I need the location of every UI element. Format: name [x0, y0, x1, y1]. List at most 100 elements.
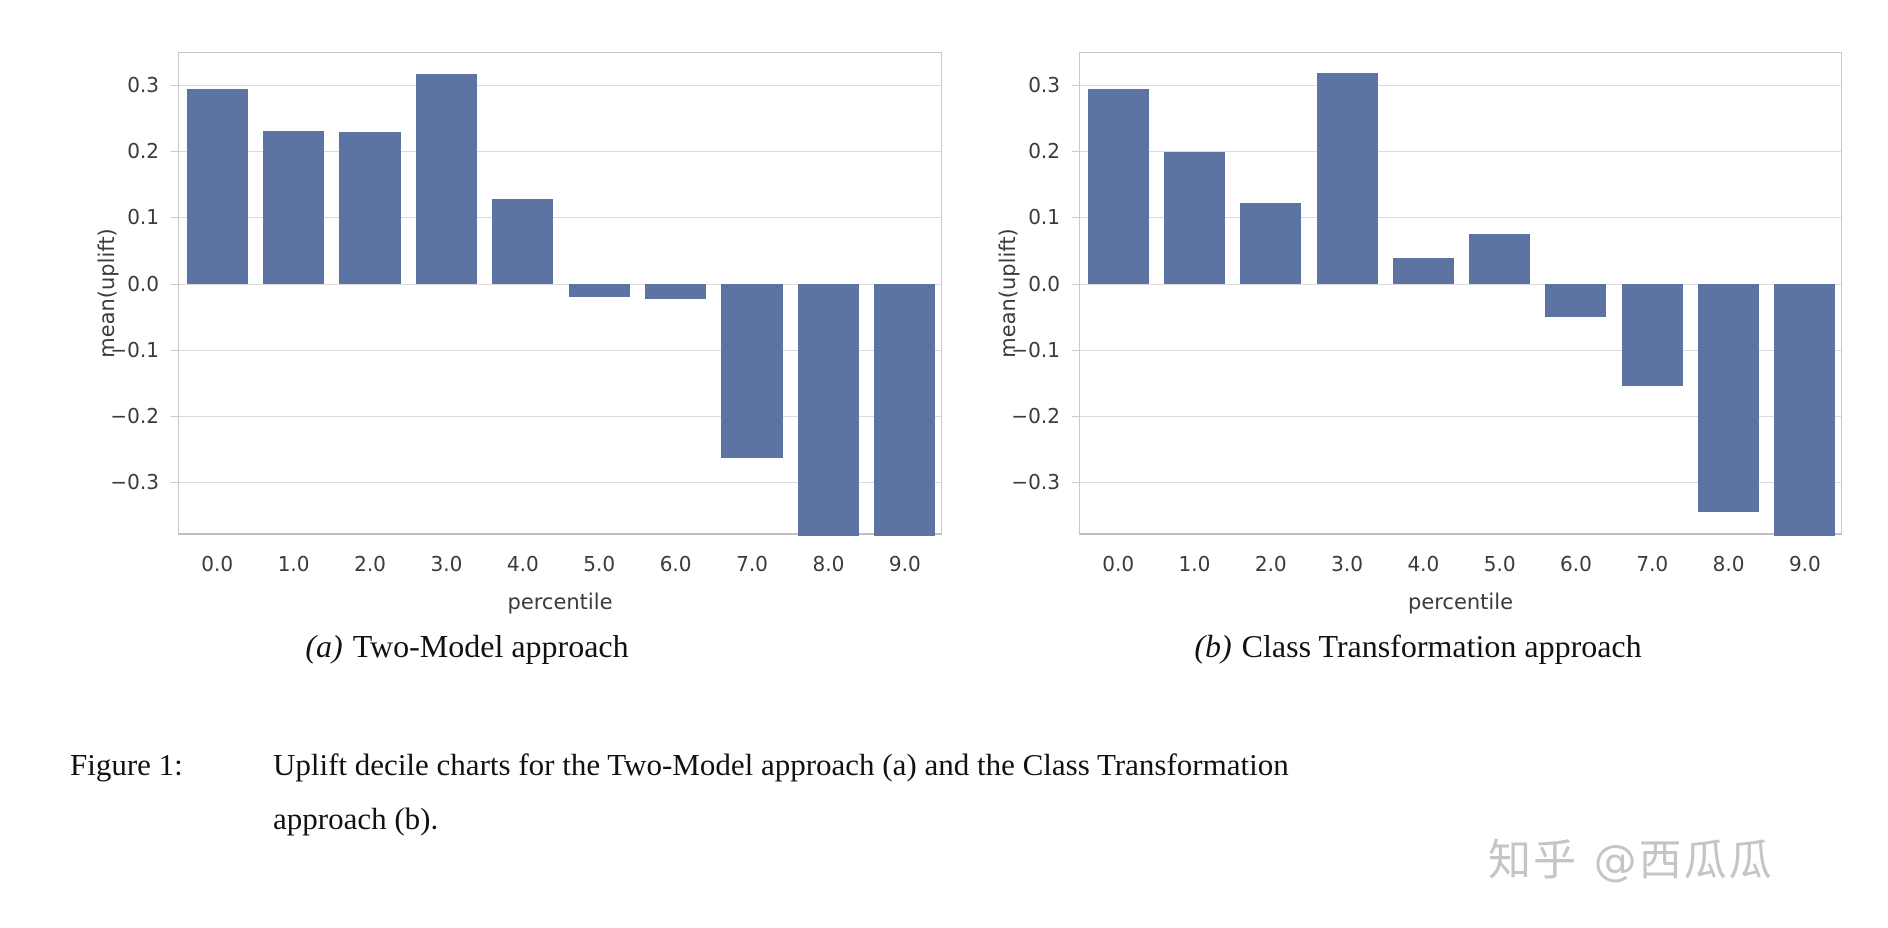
chart-plot-b: 0.3 0.2 0.1 0.0 −0.1 −0.2 −0.3 0.0 1.0 2.0 3.0 4.0 5… [996, 52, 1842, 614]
y-tickmark [171, 283, 178, 285]
y-tick-label: 0.1 [1028, 205, 1060, 230]
gridline [179, 349, 941, 351]
y-tickmark [1072, 482, 1079, 484]
bar-a-7.0 [721, 283, 783, 459]
bar-a-2.0 [339, 131, 401, 284]
x-tick-label: 3.0 [1331, 552, 1363, 576]
gridline [1080, 151, 1841, 153]
y-tick-label: 0.0 [1028, 271, 1060, 296]
figure-caption-line-1: Uplift decile charts for the Two-Model a… [273, 747, 1289, 782]
figure-caption-label: Figure 1: [70, 747, 183, 782]
y-axis-label: mean(uplift) [996, 228, 1020, 358]
subcaption-a: (a) Two-Model approach [117, 628, 817, 665]
bar-a-8.0 [797, 283, 859, 536]
y-tick-label: −0.2 [110, 404, 159, 429]
subcaption-b-index: (b) [1194, 628, 1232, 664]
x-tick-label: 5.0 [1483, 552, 1516, 576]
subcaption-b-label: Class Transformation approach [1241, 628, 1642, 664]
subcaption-b: (b) Class Transformation approach [1068, 628, 1768, 665]
gridline [179, 416, 941, 418]
y-tickmark [171, 349, 178, 351]
y-tick-label: −0.3 [110, 470, 159, 495]
y-tickmark [171, 217, 178, 219]
y-axis-label: mean(uplift) [95, 228, 119, 358]
x-tick-label: 8.0 [812, 552, 845, 576]
gridline [1080, 217, 1841, 219]
bar-a-3.0 [415, 74, 477, 284]
bar-b-0.0 [1087, 88, 1149, 284]
x-tick-label: 6.0 [659, 552, 692, 576]
x-tick-label: 4.0 [506, 552, 539, 576]
bar-b-2.0 [1240, 202, 1302, 284]
x-tick-label: 8.0 [1712, 552, 1745, 576]
subcaption-a-label: Two-Model approach [352, 628, 629, 664]
x-tick-label: 3.0 [430, 552, 463, 576]
bar-b-6.0 [1545, 283, 1607, 318]
gridline [179, 84, 941, 86]
y-tick-label: −0.2 [1011, 404, 1060, 429]
y-tick-label: 0.3 [127, 72, 159, 97]
bar-b-8.0 [1698, 283, 1760, 513]
bar-a-5.0 [568, 283, 630, 297]
y-tickmark [1072, 349, 1079, 351]
gridline [179, 482, 941, 484]
bar-b-3.0 [1316, 72, 1378, 284]
bar-a-6.0 [645, 283, 707, 300]
y-tick-label: −0.1 [110, 337, 159, 362]
x-tick-label: 2.0 [1254, 552, 1287, 576]
y-tickmark [1072, 84, 1079, 86]
y-tick-label: 0.3 [1028, 72, 1060, 97]
subcaption-a-index: (a) [305, 628, 343, 664]
y-tick-label: −0.3 [1011, 470, 1060, 495]
x-tick-label: 7.0 [736, 552, 768, 576]
x-axis-label: percentile [1407, 590, 1514, 614]
y-tickmark [1072, 217, 1079, 219]
y-tick-label: −0.1 [1011, 337, 1060, 362]
y-tickmark [171, 84, 178, 86]
y-tickmark [171, 151, 178, 153]
y-tickmark [1072, 416, 1079, 418]
bar-b-4.0 [1392, 258, 1454, 284]
bar-a-9.0 [874, 283, 936, 536]
gridline [179, 151, 941, 153]
gridline [179, 217, 941, 219]
x-tick-label: 0.0 [1102, 552, 1135, 576]
x-tick-label: 1.0 [277, 552, 310, 576]
gridline [1080, 416, 1841, 418]
figure-caption-line-2: approach (b). [273, 801, 439, 836]
x-tick-label: 0.0 [201, 552, 234, 576]
y-tick-label: 0.1 [127, 205, 159, 230]
y-tick-label: 0.2 [127, 139, 159, 164]
bar-b-5.0 [1469, 233, 1531, 284]
x-tick-label: 7.0 [1636, 552, 1669, 576]
chart-plot-a: 0.3 0.2 0.1 0.0 −0.1 −0.2 −0.3 0.0 1.0 2.0 3.0 4.0 5… [95, 52, 942, 614]
gridline [1080, 283, 1841, 285]
y-tickmark [1072, 151, 1079, 153]
x-tick-label: 4.0 [1407, 552, 1440, 576]
x-tick-label: 9.0 [1788, 552, 1821, 576]
figure-caption-body: Uplift decile charts for the Two-Model a… [273, 738, 1289, 846]
bar-a-4.0 [492, 199, 554, 284]
gridline [179, 283, 941, 285]
watermark-text: 知乎 @西瓜瓜 [1488, 836, 1774, 886]
bar-a-1.0 [263, 131, 325, 284]
y-tickmark [1072, 283, 1079, 285]
gridline [1080, 84, 1841, 86]
x-tick-label: 9.0 [888, 552, 921, 576]
x-tick-label: 2.0 [354, 552, 386, 576]
x-axis-label: percentile [507, 590, 613, 614]
gridline [1080, 482, 1841, 484]
bar-b-9.0 [1774, 283, 1836, 536]
gridline [1080, 349, 1841, 351]
bar-b-1.0 [1163, 152, 1225, 284]
bar-a-0.0 [186, 89, 248, 284]
y-tickmark [171, 482, 178, 484]
y-tickmark [171, 416, 178, 418]
y-tick-label: 0.0 [127, 271, 159, 296]
bar-b-7.0 [1621, 283, 1683, 387]
x-tick-label: 6.0 [1560, 552, 1592, 576]
x-tick-label: 1.0 [1178, 552, 1211, 576]
y-tick-label: 0.2 [1028, 139, 1060, 164]
x-tick-label: 5.0 [583, 552, 616, 576]
